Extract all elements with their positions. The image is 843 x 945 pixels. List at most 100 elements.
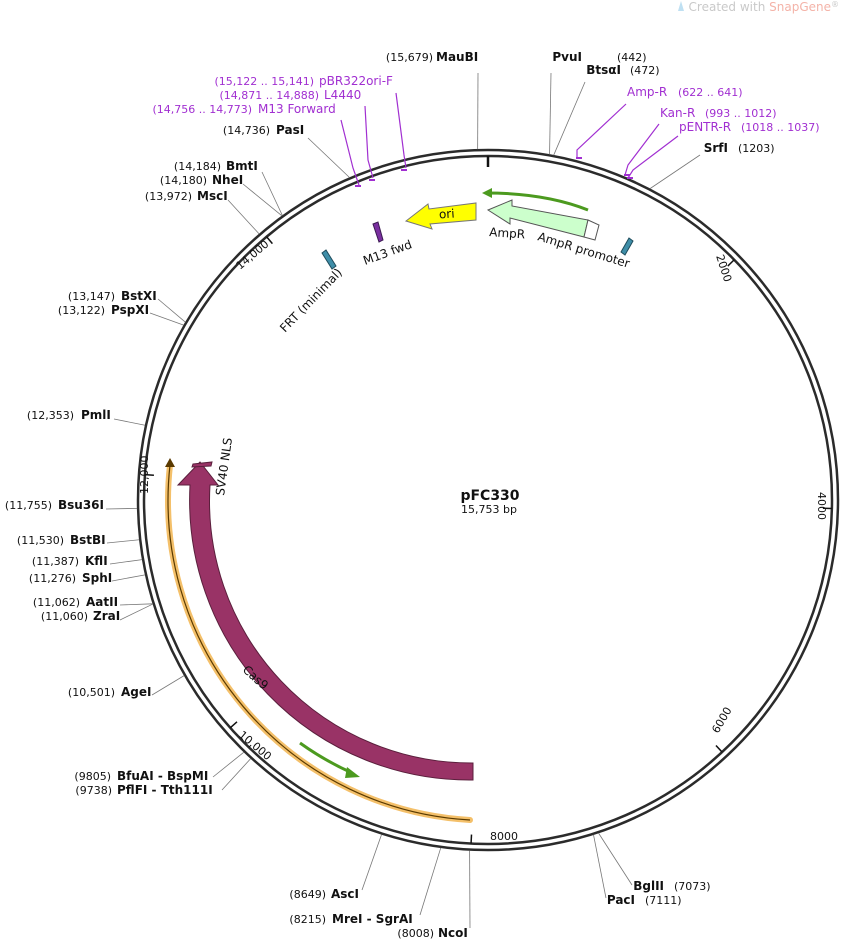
site-name-mrei[interactable]: MreI - SgrAI [332,912,413,926]
tick-label: 4000 [815,492,828,520]
site-leader-nhei [242,183,283,217]
site-name-pspxi[interactable]: PspXI [111,303,149,317]
site-position-pasi: (14,736) [223,124,270,137]
site-position-kfli: (11,387) [32,555,79,568]
site-name-bglii[interactable]: BglII [633,879,664,893]
tick-label: 12,000 [138,456,151,495]
site-name-btsai[interactable]: BtsαI [586,63,621,77]
site-labels: (15,679) MauBI (442) PvuI (472) BtsαI (1203) Sr… [5,50,775,940]
primer-leader-pentr-r [627,135,679,179]
site-name-aatii[interactable]: AatII [86,595,118,609]
ori-feature-arrow [404,202,477,230]
tick-mark [715,744,723,753]
frt-feature-1 [321,249,337,270]
tick-label: 6000 [709,705,734,736]
backbone-outer-ring [136,148,840,852]
site-name-zrai[interactable]: ZraI [93,609,120,623]
site-position-msci: (13,972) [145,190,192,203]
site-position-asci: (8649) [289,888,326,901]
site-leader-kfli [109,559,143,565]
site-name-bmti[interactable]: BmtI [226,159,258,173]
site-leader-paci [593,834,607,899]
site-name-asci[interactable]: AscI [331,887,359,901]
primer-name-l4440[interactable]: L4440 [324,88,361,102]
snapgene-logo-icon [677,1,684,11]
sv40-nls-feature [191,461,213,468]
primer-name-amp-r[interactable]: Amp-R [627,85,667,99]
site-name-pflfi[interactable]: PflFI - Tth111I [117,783,213,797]
primer-position-pbr322ori-f: (15,122 .. 15,141) [214,75,314,88]
site-position-pmli: (12,353) [27,409,74,422]
ampr-orf-arrowhead [482,188,492,198]
site-position-nhei: (14,180) [160,174,207,187]
site-name-pmli[interactable]: PmlI [81,408,111,422]
site-position-sphi: (11,276) [29,572,76,585]
site-name-bfuai[interactable]: BfuAI - BspMI [117,769,208,783]
site-position-pvui: (442) [617,51,647,64]
site-position-agei: (10,501) [68,686,115,699]
ampr-promoter-feature [583,219,600,241]
site-name-pasi[interactable]: PasI [276,123,304,137]
site-position-pflfi: (9738) [75,784,112,797]
primer-name-pentr-r[interactable]: pENTR-R [679,120,731,134]
tick-mark [727,259,735,267]
site-position-bstbi: (11,530) [17,534,64,547]
site-leader-bstbi [106,539,140,544]
site-position-btsai: (472) [630,64,660,77]
frt-label: FRT (minimal) [277,265,345,335]
cas9-orf-line [167,464,471,821]
site-position-maubi: (15,679) [386,51,433,64]
site-leader-srfi [649,154,701,189]
site-name-srfi[interactable]: SrfI [704,141,728,155]
site-position-paci: (7111) [645,894,682,907]
site-position-mrei: (8215) [289,913,326,926]
primer-position-m13-forward: (14,756 .. 14,773) [152,103,252,116]
site-name-nhei[interactable]: NheI [212,173,243,187]
primer-leader-amp-r [576,103,627,158]
site-name-pvui[interactable]: PvuI [552,50,582,64]
watermark-prefix: Created with [688,0,770,14]
primer-name-pbr322ori-f[interactable]: pBR322ori-F [319,74,393,88]
site-name-bstxi[interactable]: BstXI [121,289,157,303]
ampr-label: AmpR [489,225,526,241]
primer-position-amp-r: (622 .. 641) [678,86,743,99]
site-leader-aatii [119,603,153,606]
site-name-ncoi[interactable]: NcoI [438,926,468,940]
site-name-msci[interactable]: MscI [197,189,228,203]
site-name-kfli[interactable]: KflI [85,554,108,568]
site-position-ncoi: (8008) [397,927,434,940]
site-name-agei[interactable]: AgeI [121,685,151,699]
site-name-sphi[interactable]: SphI [82,571,112,585]
site-leader-bfuai [212,751,245,778]
site-leader-bmti [261,171,283,216]
primer-name-kan-r[interactable]: Kan-R [660,106,695,120]
site-name-bsu36i[interactable]: Bsu36I [58,498,104,512]
site-name-maubi[interactable]: MauBI [436,50,478,64]
tick-label: 8000 [490,830,518,843]
site-name-bstbi[interactable]: BstBI [70,533,106,547]
site-position-srfi: (1203) [738,142,775,155]
site-name-paci[interactable]: PacI [607,893,635,907]
tick-mark [229,721,238,729]
watermark-brand: SnapGene [769,0,831,14]
site-leader-mrei [419,847,442,916]
site-position-zrai: (11,060) [41,610,88,623]
primer-leader-pbr322ori-f [395,92,407,169]
site-leader-asci [361,834,382,891]
primer-position-kan-r: (993 .. 1012) [705,107,777,120]
site-leader-pasi [307,137,350,178]
cas9-feature-arrow [176,461,474,781]
tick-mark [266,236,273,245]
site-leader-lines [105,72,701,929]
snapgene-watermark: Created with SnapGene® [676,0,839,14]
primer-name-m13-forward[interactable]: M13 Forward [258,102,336,116]
cas9-inner-orf-arrowhead [345,767,360,778]
site-leader-bglii [598,832,633,886]
sv40-nls-label: SV40 NLS [213,437,235,497]
site-leader-pvui [549,72,552,155]
site-position-aatii: (11,062) [33,596,80,609]
plasmid-name: pFC330 [460,488,519,504]
primer-leader-kan-r [624,123,660,176]
site-position-bmti: (14,184) [174,160,221,173]
